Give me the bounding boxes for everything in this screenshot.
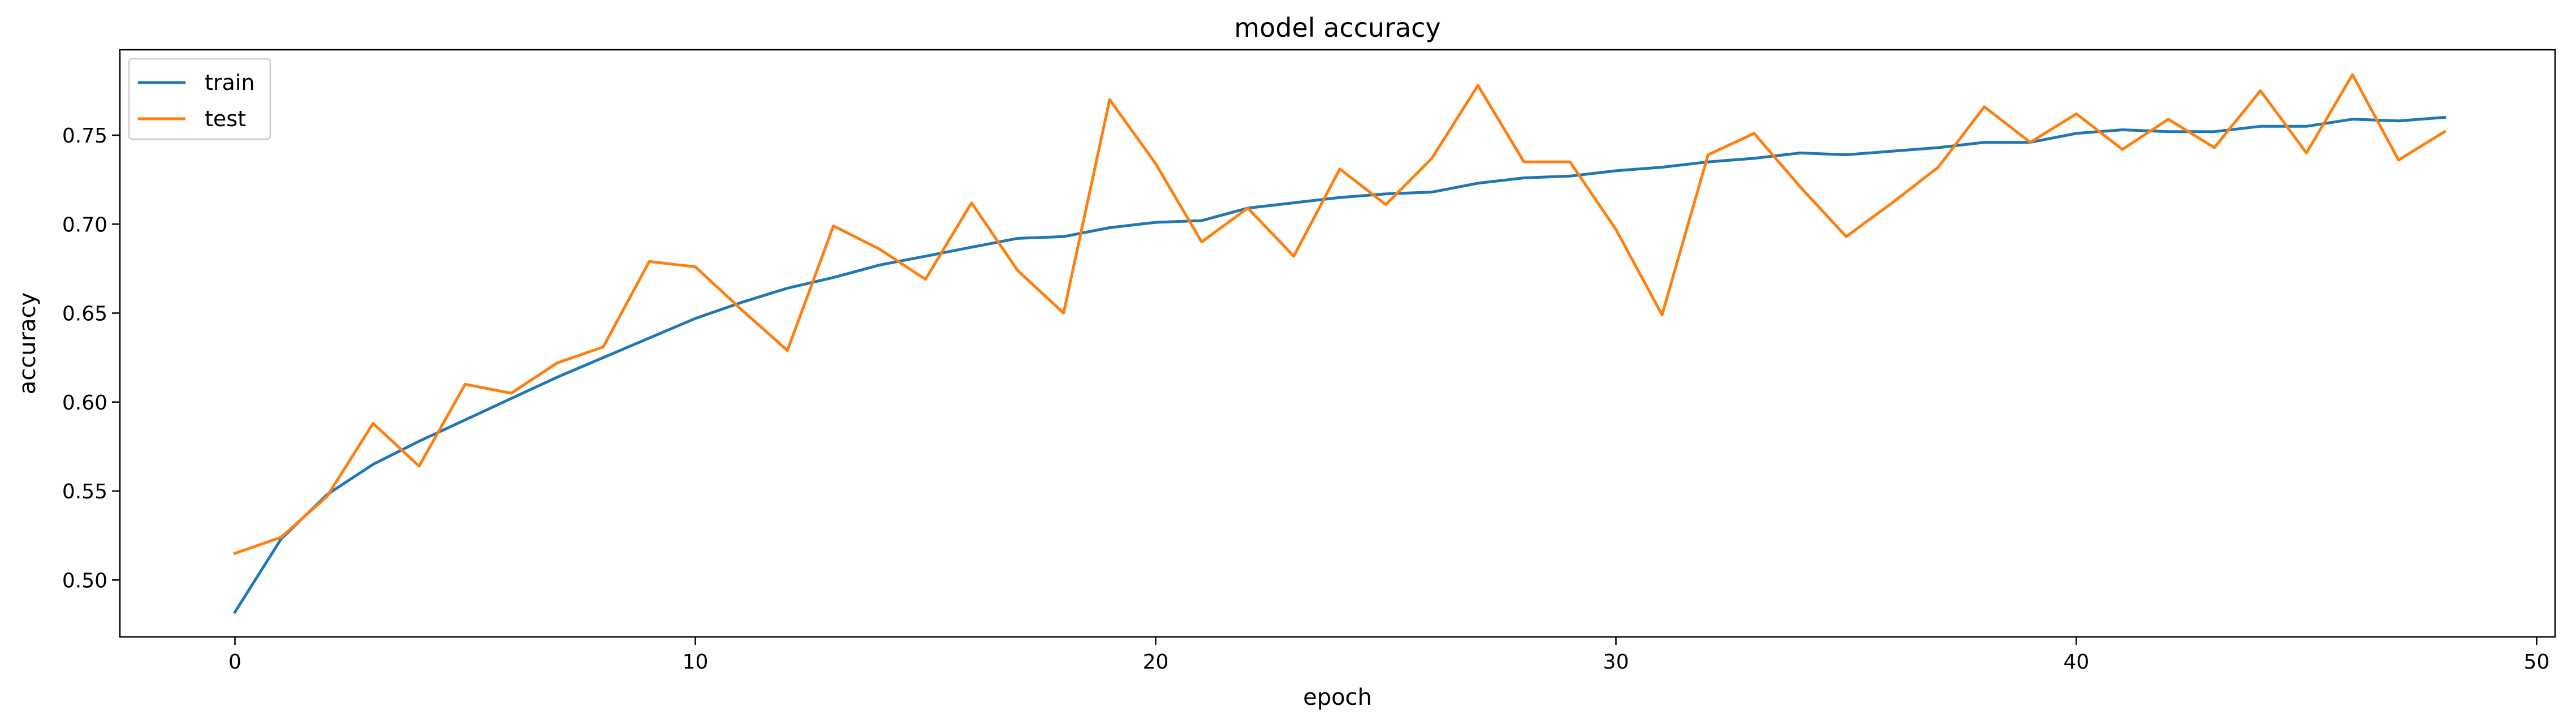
y-ticks: 0.50 0.55 0.60 0.65 0.70 0.75	[62, 124, 120, 592]
legend-label-test: test	[205, 106, 246, 131]
chart-title: model accuracy	[1234, 12, 1440, 43]
x-tick-label: 40	[2064, 651, 2090, 674]
y-tick-label: 0.50	[62, 569, 107, 592]
x-tick-label: 20	[1143, 651, 1169, 674]
y-axis-label: accuracy	[15, 292, 41, 394]
legend-label-train: train	[205, 70, 254, 95]
x-tick-label: 30	[1603, 651, 1629, 674]
plot-frame	[119, 49, 2556, 638]
x-ticks: 0 10 20 30 40 50	[228, 637, 2549, 674]
series-line-test	[233, 73, 2447, 555]
y-tick-label: 0.75	[62, 124, 107, 148]
legend: train test	[128, 58, 271, 140]
y-tick-label: 0.65	[62, 303, 107, 326]
y-tick-label: 0.60	[62, 391, 107, 415]
y-tick-label: 0.55	[62, 480, 107, 503]
series-line-train	[233, 115, 2446, 614]
plot-lines	[233, 73, 2447, 614]
x-tick-label: 10	[683, 651, 709, 674]
y-tick-label: 0.70	[62, 213, 107, 236]
x-axis-label: epoch	[1303, 684, 1372, 710]
x-tick-label: 50	[2524, 651, 2550, 674]
x-tick-label: 0	[228, 651, 241, 674]
